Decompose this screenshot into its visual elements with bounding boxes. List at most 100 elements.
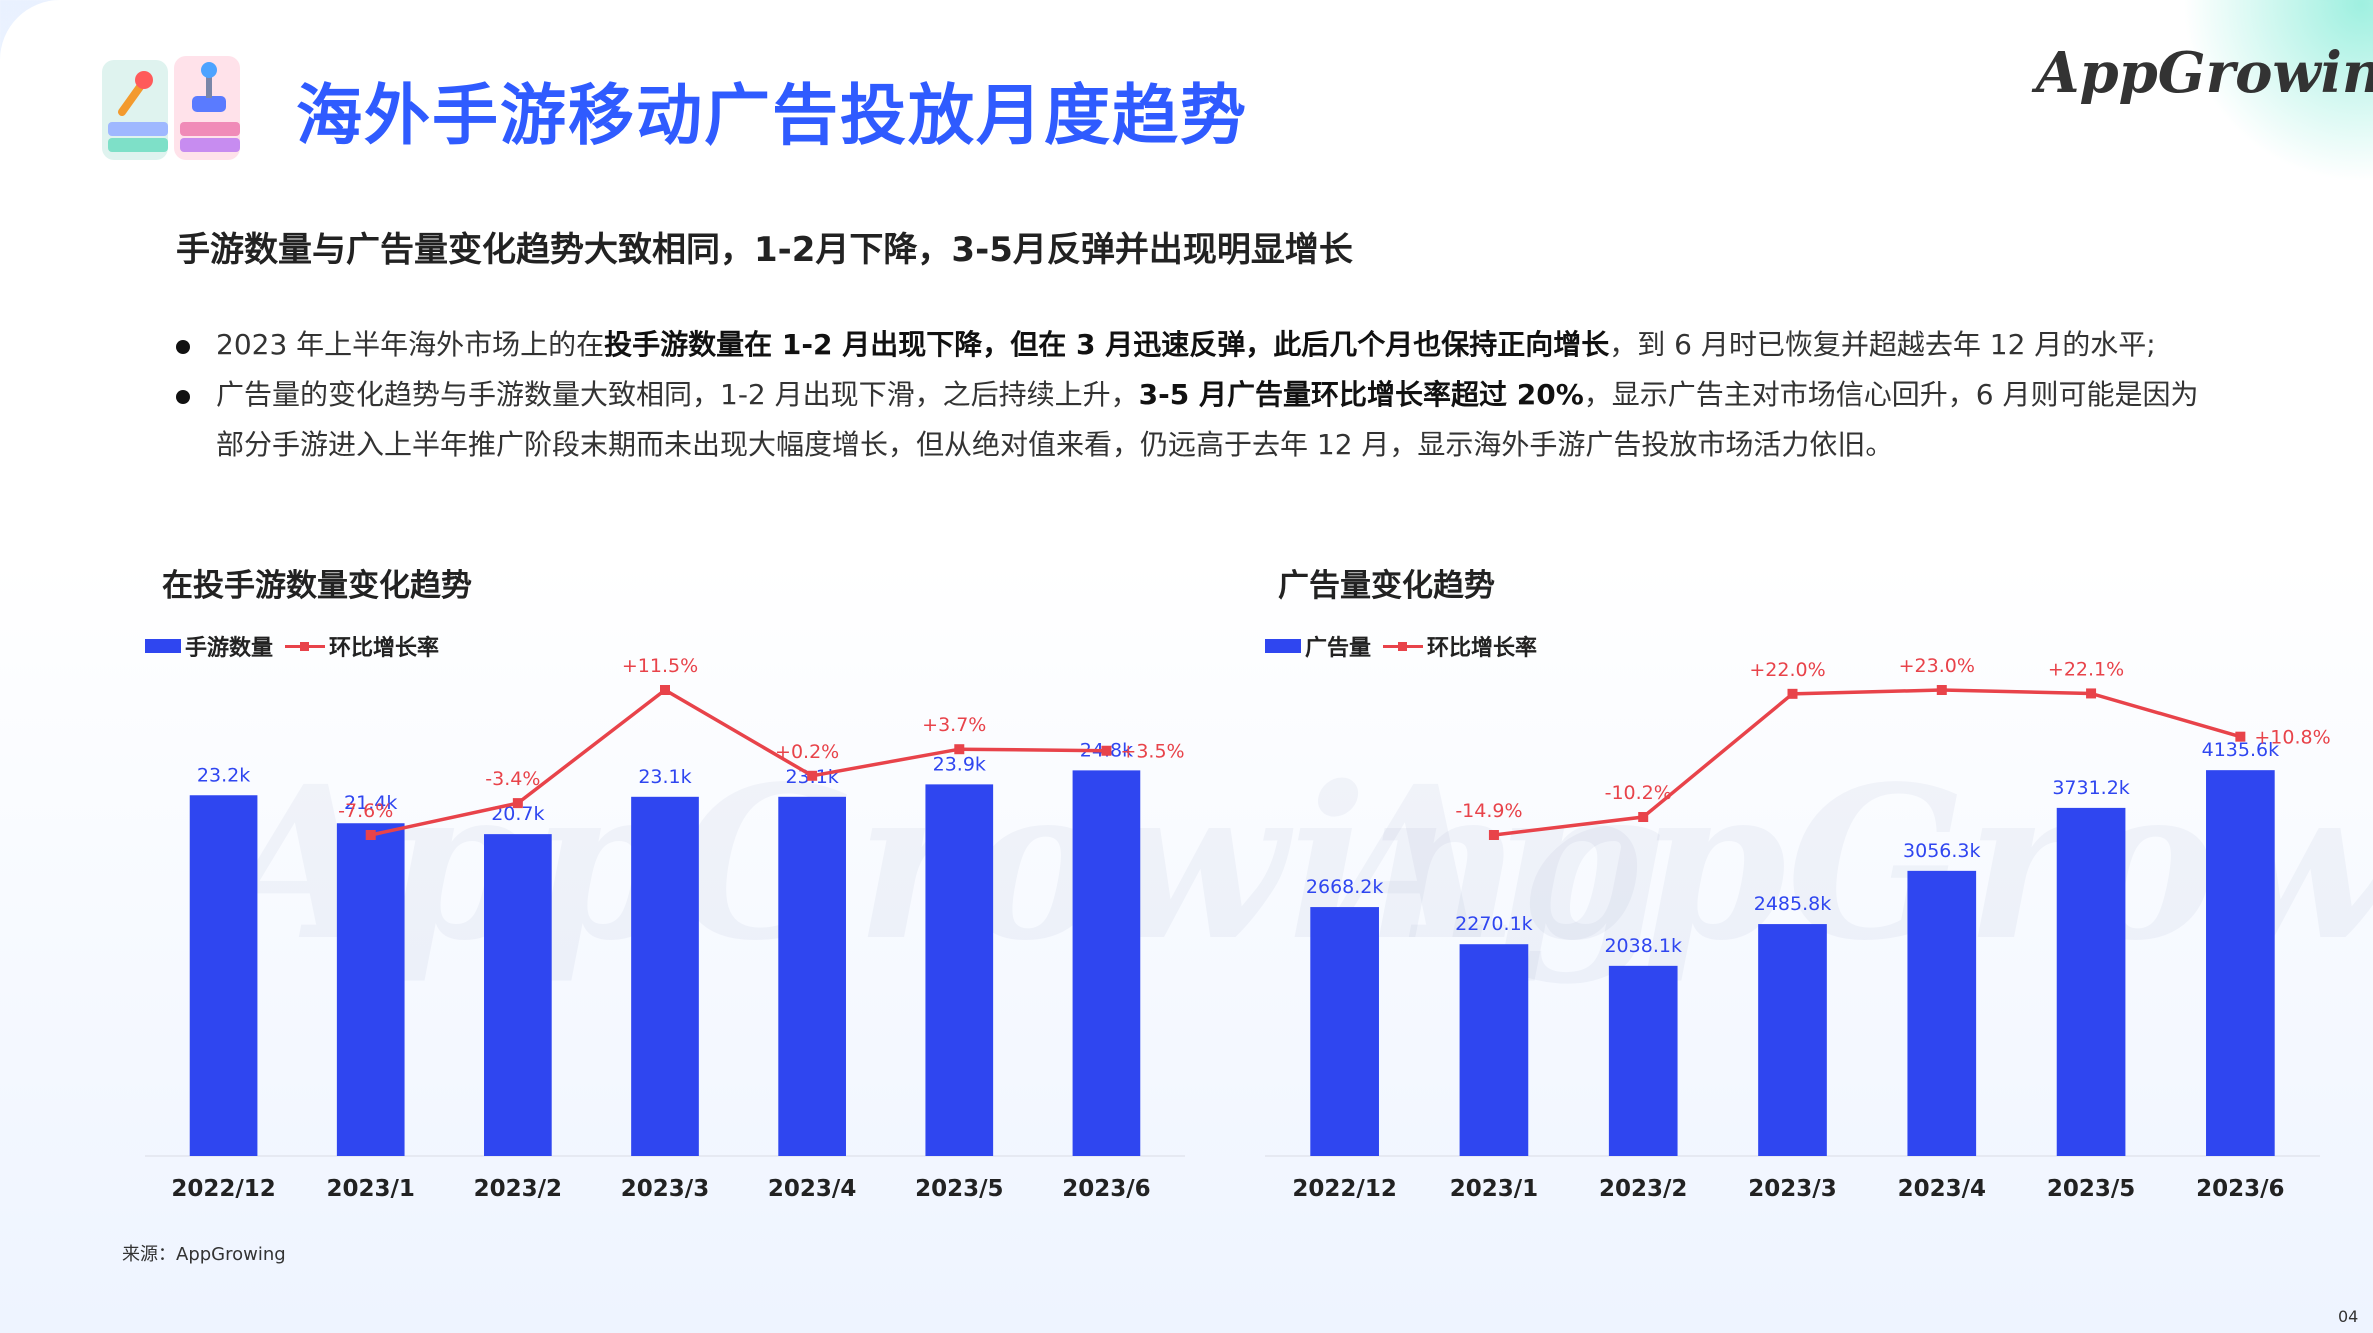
legend-swatch-line [1383, 639, 1424, 653]
game-tools-icon [102, 56, 240, 160]
chart-title-games: 在投手游数量变化趋势 [162, 568, 472, 604]
bar-label-2: 2038.1k [1604, 935, 1681, 957]
bar-label-1: 2270.1k [1455, 913, 1532, 935]
growth-line [1493, 688, 2241, 837]
growth-label-3: +11.5% [622, 655, 698, 677]
bar-6 [1072, 770, 1141, 1156]
bar-4 [1907, 870, 1977, 1156]
x-tick-label-3: 2023/3 [621, 1176, 709, 1202]
brand-logo: AppGrowing [2036, 40, 2373, 106]
growth-label-5: +22.1% [2048, 658, 2124, 680]
bar-6 [2206, 770, 2275, 1156]
x-tick-label-2: 2023/2 [474, 1176, 562, 1202]
bar-3 [1758, 924, 1827, 1156]
bar-1 [1459, 944, 1529, 1156]
bar-label-4: 3056.3k [1903, 840, 1980, 862]
bullet-item-1: 广告量的变化趋势与手游数量大致相同，1-2 月出现下滑，之后持续上升，3-5 月… [176, 370, 2226, 470]
bar-label-5: 3731.2k [2052, 777, 2129, 799]
bar-2 [484, 834, 552, 1156]
growth-point-2 [512, 798, 523, 809]
growth-point-3 [660, 685, 670, 695]
x-tick-label-0: 2022/12 [1292, 1176, 1396, 1202]
growth-label-2: -10.2% [1605, 782, 1672, 804]
growth-label-3: +22.0% [1749, 659, 1825, 681]
x-tick-label-1: 2023/1 [327, 1176, 415, 1202]
legend-ads: 广告量 环比增长率 [1265, 630, 1537, 662]
bullet-list: 2023 年上半年海外市场上的在投手游数量在 1-2 月出现下降，但在 3 月迅… [176, 320, 2226, 470]
growth-label-5: +3.7% [922, 714, 986, 736]
x-tick-label-2: 2023/2 [1599, 1176, 1687, 1202]
bullet-text-0-2: ，到 6 月时已恢复并超越去年 12 月的水平; [1609, 328, 2156, 361]
bar-label-0: 23.2k [197, 764, 250, 786]
growth-line [370, 687, 1107, 837]
bar-5 [2056, 807, 2126, 1156]
growth-label-2: -3.4% [485, 768, 540, 790]
bar-label-6: 4135.6k [2202, 739, 2279, 761]
section-subtitle: 手游数量与广告量变化趋势大致相同，1-2月下降，3-5月反弹并出现明显增长 [176, 230, 1353, 270]
legend-label-line: 环比增长率 [1427, 636, 1538, 661]
x-tick-label-5: 2023/5 [2047, 1176, 2135, 1202]
x-tick-label-0: 2022/12 [171, 1176, 275, 1202]
legend-label-bar: 手游数量 [185, 636, 274, 661]
bar-label-3: 23.1k [638, 766, 691, 788]
bar-label-3: 2485.8k [1754, 893, 1831, 915]
corner-glow [2153, 0, 2373, 180]
growth-point-1 [1488, 830, 1499, 840]
bar-2 [1608, 965, 1678, 1156]
bar-5 [925, 784, 994, 1156]
bar-0 [1310, 907, 1379, 1156]
growth-point-2 [1638, 812, 1649, 823]
legend-swatch-bar [145, 639, 181, 653]
x-tick-label-3: 2023/3 [1748, 1176, 1836, 1202]
growth-label-6: +3.5% [1120, 741, 1184, 763]
chart-title-ads: 广告量变化趋势 [1278, 568, 1495, 604]
source-note: 来源：AppGrowing [122, 1244, 286, 1265]
bullet-dot [176, 340, 190, 354]
x-tick-label-5: 2023/5 [915, 1176, 1003, 1202]
brand-logo-text: AppGrowing [2036, 40, 2373, 106]
growth-point-4 [1936, 685, 1947, 695]
growth-point-4 [807, 770, 818, 781]
bullet-text-1-0: 广告量的变化趋势与手游数量大致相同，1-2 月出现下滑，之后持续上升， [216, 378, 1139, 411]
growth-point-3 [1787, 688, 1798, 699]
legend-label-line: 环比增长率 [329, 636, 440, 661]
bar-label-2: 20.7k [491, 803, 544, 825]
legend-label-bar: 广告量 [1305, 636, 1372, 661]
legend-games: 手游数量 环比增长率 [145, 630, 439, 662]
bullet-text-1-2: ，显示广告主对市场信心回升，6 月则可能是因为部分手游进入上半年推广阶段末期而未… [216, 378, 2199, 461]
growth-point-5 [954, 744, 965, 755]
page-number: 04 [2338, 1307, 2359, 1326]
bar-1 [336, 823, 405, 1156]
bar-label-5: 23.9k [933, 753, 986, 775]
bar-0 [189, 795, 258, 1156]
bullet-dot [176, 390, 190, 404]
x-tick-label-6: 2023/6 [1062, 1176, 1150, 1202]
bar-label-1: 21.4k [344, 792, 397, 814]
growth-label-4: +23.0% [1899, 655, 1975, 677]
bullet-text-0-1: 投手游数量在 1-2 月出现下降，但在 3 月迅速反弹，此后几个月也保持正向增长 [604, 328, 1610, 361]
bar-3 [631, 796, 699, 1156]
bar-label-0: 2668.2k [1306, 876, 1383, 898]
bullet-text-0-0: 2023 年上半年海外市场上的在 [216, 328, 605, 361]
page-title: 海外手游移动广告投放月度趋势 [296, 77, 1248, 154]
growth-label-6: +10.8% [2254, 727, 2330, 749]
x-tick-label-6: 2023/6 [2196, 1176, 2284, 1202]
x-tick-label-4: 2023/4 [768, 1176, 856, 1202]
growth-label-1: -7.6% [338, 800, 393, 822]
growth-label-1: -14.9% [1455, 800, 1522, 822]
growth-point-1 [365, 830, 376, 840]
growth-point-5 [2086, 688, 2097, 699]
growth-label-4: +0.2% [775, 741, 839, 763]
growth-point-6 [1101, 745, 1112, 756]
growth-point-6 [2235, 731, 2246, 742]
bullet-text-1-1: 3-5 月广告量环比增长率超过 20% [1138, 378, 1584, 411]
legend-swatch-line [285, 639, 326, 653]
x-tick-label-4: 2023/4 [1898, 1176, 1986, 1202]
legend-swatch-bar [1265, 639, 1301, 653]
bar-4 [778, 796, 846, 1156]
x-tick-label-1: 2023/1 [1450, 1176, 1538, 1202]
bullet-item-0: 2023 年上半年海外市场上的在投手游数量在 1-2 月出现下降，但在 3 月迅… [176, 320, 2226, 370]
